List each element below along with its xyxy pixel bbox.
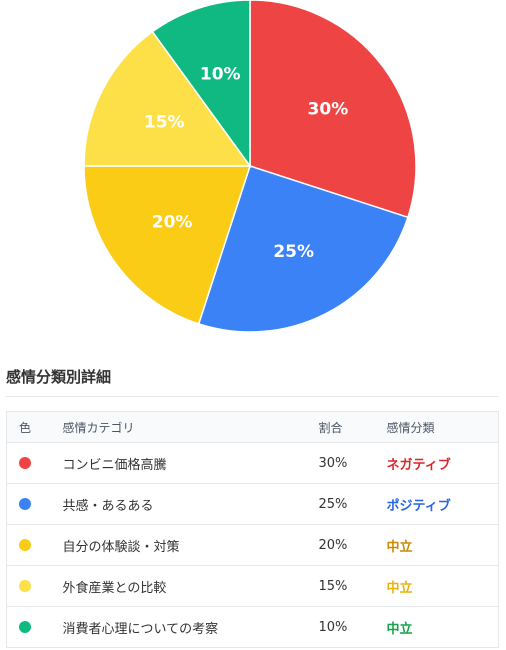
pie-chart: 30% 25% 20% 15% 10%: [83, 0, 417, 333]
color-dot: [19, 498, 31, 510]
sentiment-cell: 中立: [376, 524, 499, 566]
category-cell: 共感・あるある: [52, 483, 309, 525]
category-cell: 自分の体験談・対策: [52, 524, 309, 566]
sentiment-cell: ネガティブ: [376, 442, 499, 484]
sentiment-cell: 中立: [376, 565, 499, 607]
color-cell: [6, 524, 53, 566]
sentiment-cell: 中立: [376, 606, 499, 648]
ratio-cell: 25%: [308, 483, 377, 525]
table-row: 共感・あるある 25% ポジティブ: [6, 483, 499, 525]
section-divider: [6, 396, 498, 397]
category-cell: 外食産業との比較: [52, 565, 309, 607]
detail-table: 色 感情カテゴリ 割合 感情分類 コンビニ価格高騰 30% ネガティブ 共感・あ…: [6, 411, 499, 648]
ratio-cell: 30%: [308, 442, 377, 484]
pie-slice-label-2: 20%: [152, 213, 193, 233]
pie-slice-0: [249, 0, 417, 219]
header-category: 感情カテゴリ: [52, 411, 309, 443]
color-cell: [6, 565, 53, 607]
pie-slice-label-3: 15%: [144, 112, 185, 132]
pie-slice-1: [197, 165, 409, 333]
color-cell: [6, 606, 53, 648]
color-dot: [19, 621, 31, 633]
table-row: 消費者心理についての考察 10% 中立: [6, 606, 499, 648]
ratio-cell: 10%: [308, 606, 377, 648]
pie-slice-2: [83, 165, 252, 325]
table-header-row: 色 感情カテゴリ 割合 感情分類: [6, 411, 499, 443]
pie-slice-label-1: 25%: [273, 242, 314, 262]
table-row: 外食産業との比較 15% 中立: [6, 565, 499, 607]
header-sentiment: 感情分類: [376, 411, 499, 443]
color-dot: [19, 580, 31, 592]
category-cell: コンビニ価格高騰: [52, 442, 309, 484]
color-cell: [6, 483, 53, 525]
pie-slice-label-0: 30%: [308, 99, 349, 119]
header-ratio: 割合: [308, 411, 377, 443]
ratio-cell: 20%: [308, 524, 377, 566]
category-cell: 消費者心理についての考察: [52, 606, 309, 648]
color-cell: [6, 442, 53, 484]
table-row: コンビニ価格高騰 30% ネガティブ: [6, 442, 499, 484]
color-dot: [19, 539, 31, 551]
color-dot: [19, 457, 31, 469]
header-color: 色: [6, 411, 53, 443]
sentiment-cell: ポジティブ: [376, 483, 499, 525]
section-title: 感情分類別詳細: [6, 368, 112, 386]
pie-slice-4: [151, 0, 251, 169]
pie-slice-3: [83, 30, 252, 167]
table-row: 自分の体験談・対策 20% 中立: [6, 524, 499, 566]
pie-slice-label-4: 10%: [200, 64, 241, 84]
ratio-cell: 15%: [308, 565, 377, 607]
